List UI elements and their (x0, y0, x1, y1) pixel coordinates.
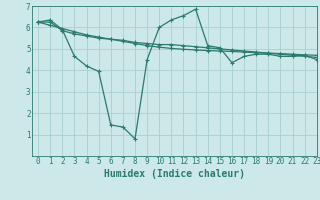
X-axis label: Humidex (Indice chaleur): Humidex (Indice chaleur) (104, 169, 245, 179)
